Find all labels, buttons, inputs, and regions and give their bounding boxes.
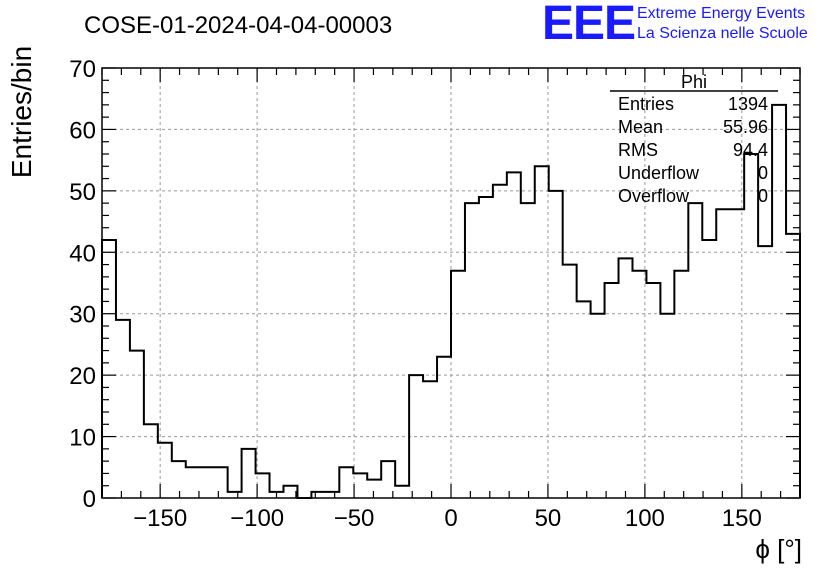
stats-row-value: 0 — [758, 163, 768, 183]
histogram-bin — [758, 246, 772, 498]
x-tick-label: −150 — [133, 505, 187, 532]
histogram-bin — [311, 492, 325, 498]
histogram-bin — [353, 473, 367, 498]
stats-title: Phi — [681, 72, 707, 92]
histogram-bin — [563, 265, 577, 498]
histogram-bin — [730, 209, 744, 498]
histogram-bin — [339, 467, 353, 498]
histogram-bin — [507, 172, 521, 498]
histogram-bin — [549, 191, 563, 498]
histogram-bin — [130, 351, 144, 498]
histogram-bin — [325, 492, 339, 498]
histogram-bin — [632, 271, 646, 498]
stats-row-value: 55.96 — [723, 117, 768, 137]
y-tick-label: 10 — [69, 425, 96, 452]
stats-row-label: Mean — [618, 117, 663, 137]
histogram-bin — [367, 480, 381, 498]
y-tick-label: 40 — [69, 240, 96, 267]
histogram-bin — [186, 467, 200, 498]
y-tick-label: 50 — [69, 179, 96, 206]
stats-row-value: 94.4 — [733, 140, 768, 160]
histogram-bin — [409, 375, 423, 498]
histogram-bin — [102, 240, 116, 498]
x-tick-label: 150 — [722, 505, 762, 532]
logo-line-1: Extreme Energy Events — [637, 5, 806, 22]
histogram-bin — [619, 258, 633, 498]
y-tick-label: 30 — [69, 302, 96, 329]
stats-row-label: Underflow — [618, 163, 700, 183]
x-tick-label: 50 — [535, 505, 562, 532]
x-tick-label: 100 — [625, 505, 665, 532]
histogram-bin — [493, 185, 507, 498]
stats-row-label: Overflow — [618, 186, 690, 206]
histogram-bin — [591, 314, 605, 498]
histogram-bin — [200, 467, 214, 498]
histogram-bin — [688, 203, 702, 498]
histogram-bin — [172, 461, 186, 498]
histogram-bin — [674, 271, 688, 498]
histogram-bin — [479, 197, 493, 498]
histogram-bin — [535, 166, 549, 498]
logo-line-2: La Scienza nelle Scuole — [637, 25, 808, 42]
histogram-bin — [716, 209, 730, 498]
histogram-bin — [116, 320, 130, 498]
histogram-bin — [423, 381, 437, 498]
x-tick-label: −100 — [230, 505, 284, 532]
stats-row-label: RMS — [618, 140, 658, 160]
histogram-bin — [702, 240, 716, 498]
y-tick-label: 70 — [69, 56, 96, 83]
histogram-bin — [786, 234, 800, 498]
histogram-bin — [646, 283, 660, 498]
eee-logo: EEE — [542, 0, 636, 50]
histogram-bin — [577, 301, 591, 498]
histogram-bin — [451, 271, 465, 498]
histogram-bin — [242, 449, 256, 498]
histogram-bin — [214, 467, 228, 498]
histogram-series — [101, 103, 801, 499]
y-tick-label: 60 — [69, 117, 96, 144]
histogram-bin — [772, 105, 786, 498]
histogram-bin — [521, 203, 535, 498]
x-tick-label: −50 — [334, 505, 375, 532]
stats-row-value: 1394 — [728, 94, 768, 114]
y-tick-label: 0 — [83, 486, 96, 513]
histogram-bin — [144, 424, 158, 498]
histogram-bin — [660, 314, 674, 498]
x-axis-label: ϕ [°] — [755, 534, 802, 564]
run-title: COSE-01-2024-04-04-00003 — [84, 12, 393, 39]
histogram-bin — [437, 357, 451, 498]
y-tick-label: 20 — [69, 363, 96, 390]
histogram-bin — [605, 283, 619, 498]
stats-row-value: 0 — [758, 186, 768, 206]
histogram-bin — [744, 154, 758, 498]
x-tick-label: 0 — [444, 505, 457, 532]
histogram-bin — [228, 492, 242, 498]
histogram-bin — [395, 486, 409, 498]
eee-logo-caption: Extreme Energy Events La Scienza nelle S… — [637, 4, 808, 44]
stats-row-label: Entries — [618, 94, 674, 114]
histogram-bin — [465, 203, 479, 498]
